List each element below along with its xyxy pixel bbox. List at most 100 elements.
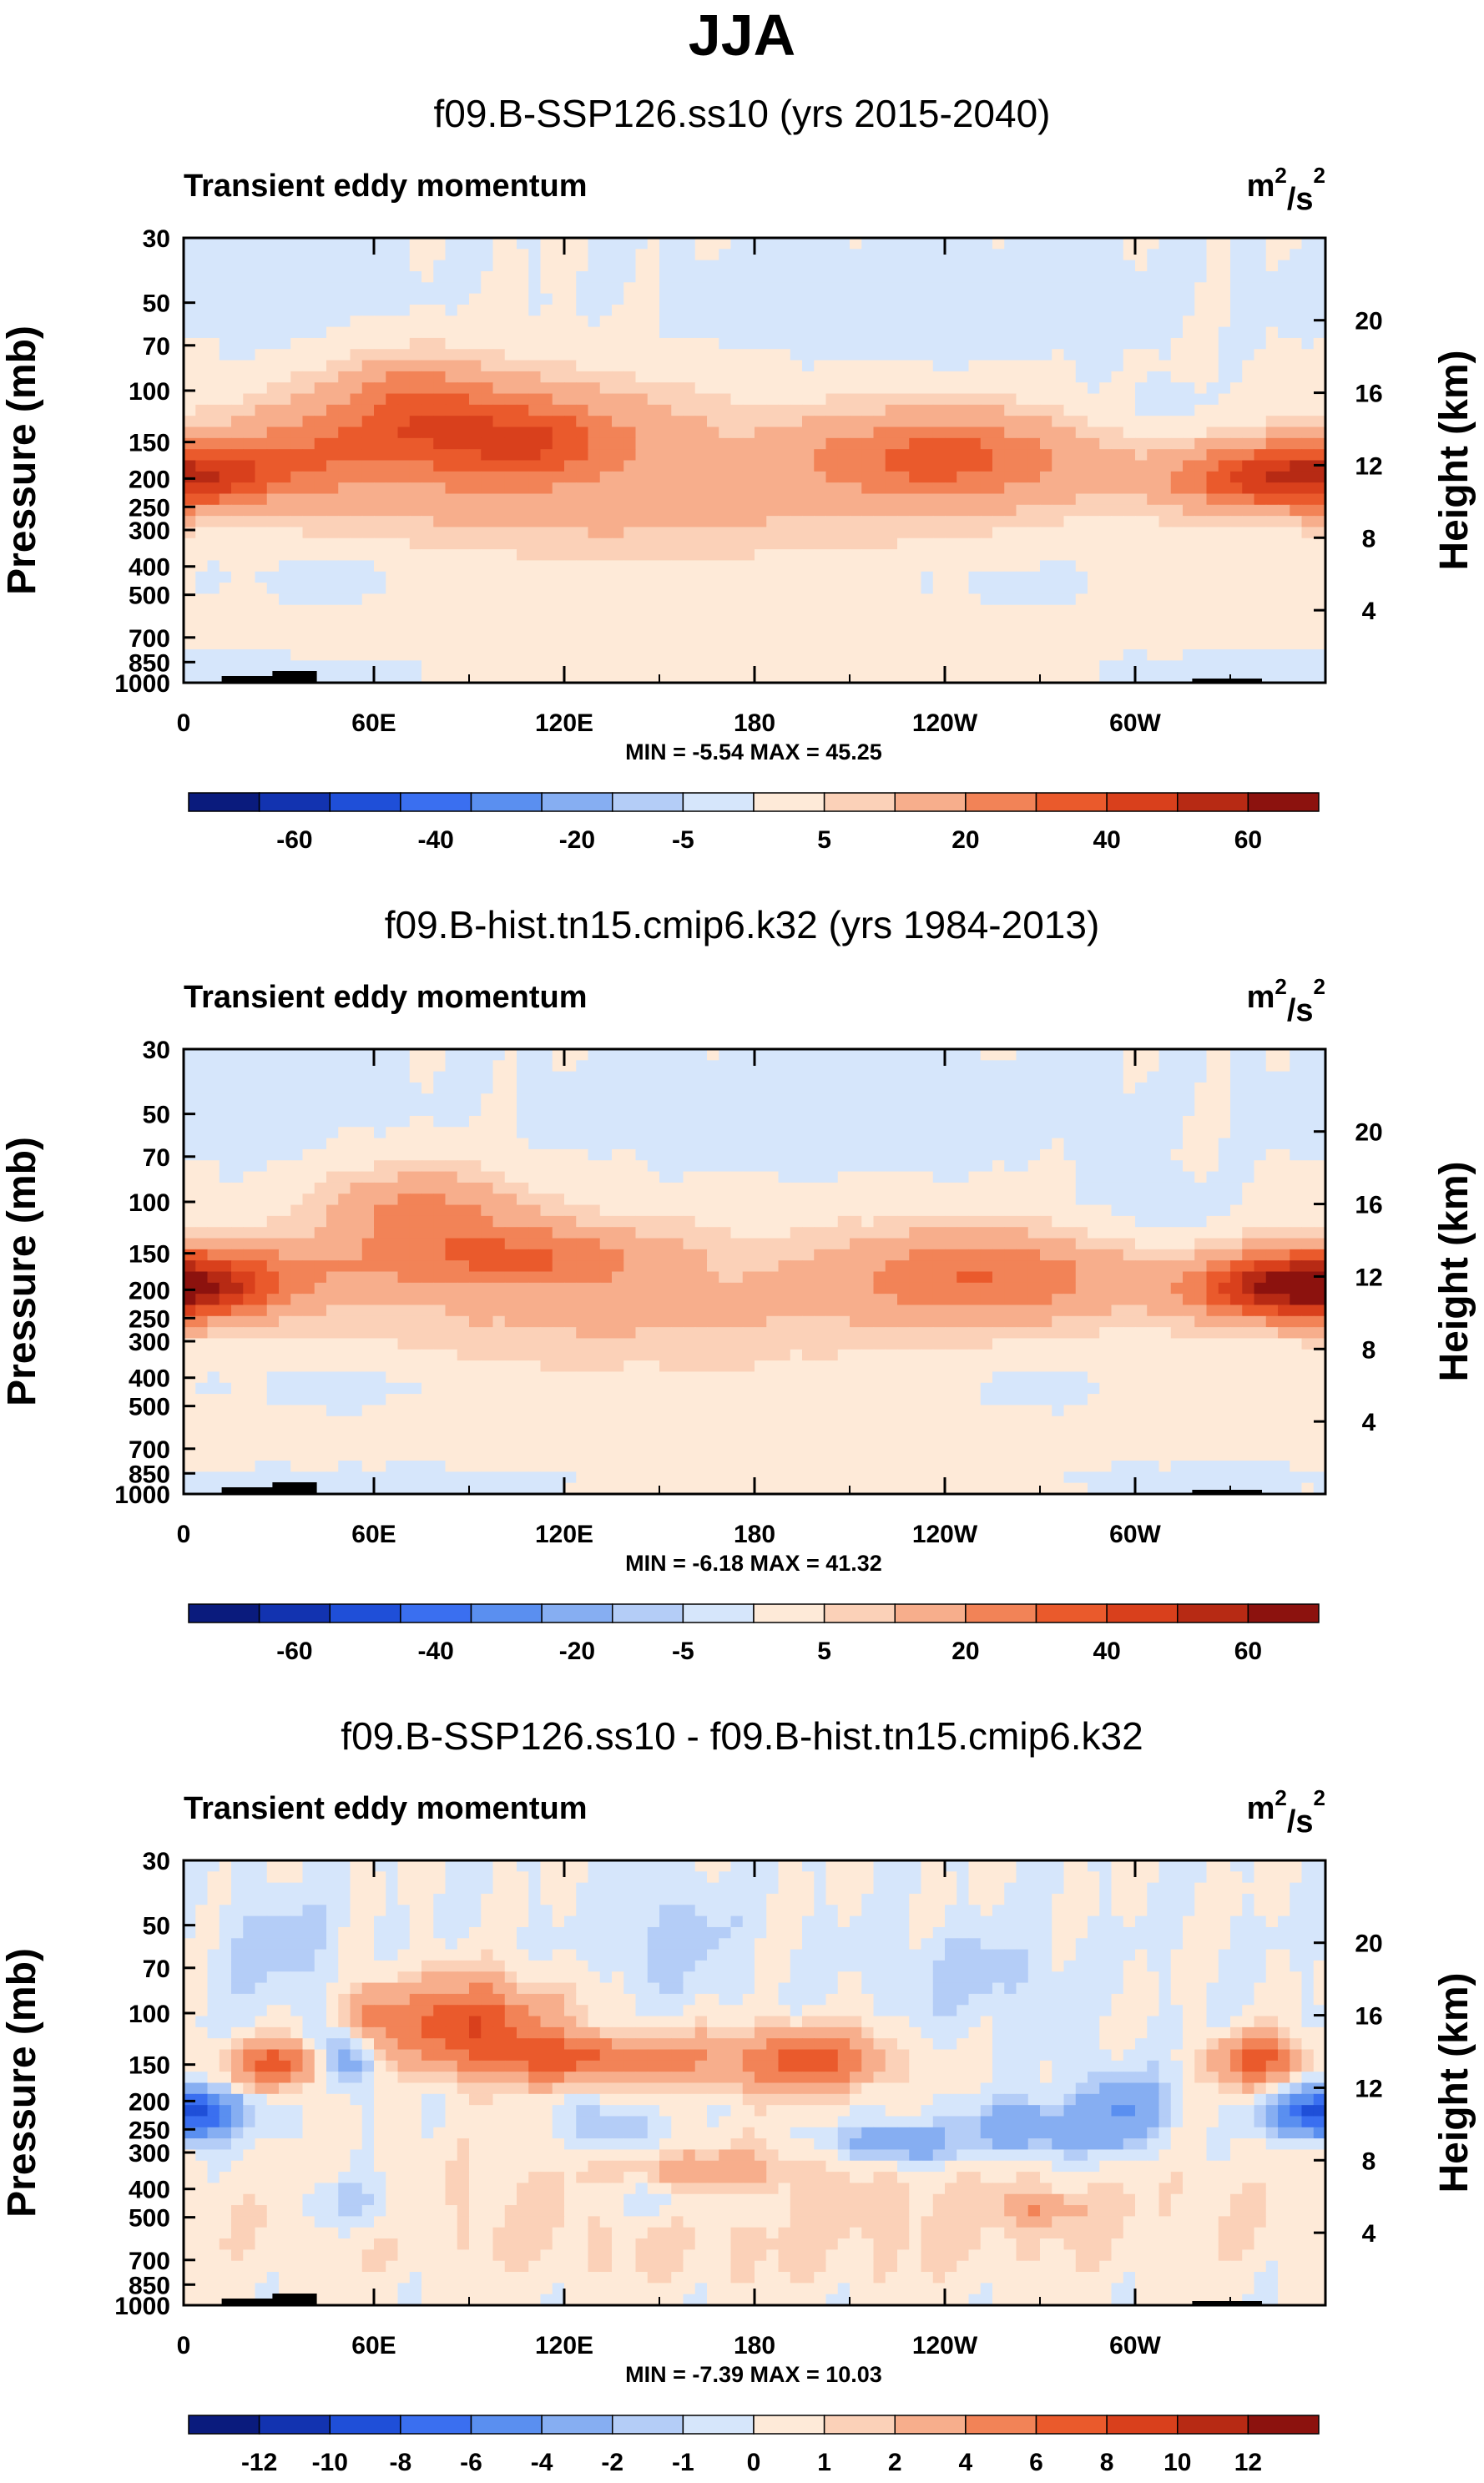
field-cell [1254, 1127, 1267, 1139]
field-cell [314, 416, 327, 428]
field-cell [207, 282, 220, 295]
field-cell [302, 616, 315, 628]
field-cell [635, 460, 649, 472]
field-cell [1027, 326, 1041, 339]
field-cell [1052, 416, 1065, 428]
field-cell [195, 1093, 209, 1106]
field-cell [1230, 616, 1243, 628]
field-cell [1313, 349, 1326, 361]
field-cell [1088, 1138, 1100, 1150]
field-cell [1218, 1060, 1231, 1072]
field-cell [1290, 516, 1303, 528]
field-cell [302, 1060, 315, 1072]
field-cell [350, 293, 363, 305]
field-cell [1265, 1071, 1279, 1083]
field-cell [338, 493, 351, 506]
field-cell [1147, 260, 1160, 272]
field-cell [219, 1160, 232, 1173]
field-cell [1218, 282, 1231, 295]
field-cell [576, 238, 589, 250]
field-cell [492, 537, 506, 550]
field-cell [825, 1148, 839, 1161]
field-cell [457, 449, 470, 462]
field-cell [1194, 382, 1208, 395]
field-cell [932, 1082, 946, 1094]
field-cell [671, 560, 684, 573]
field-cell [1194, 293, 1208, 305]
field-cell [647, 549, 660, 562]
field-cell [1290, 282, 1303, 295]
field-cell [1265, 627, 1279, 639]
field-cell [540, 537, 553, 550]
field-cell [255, 349, 268, 361]
field-cell [635, 1049, 649, 1061]
field-cell [445, 571, 458, 583]
field-cell [1301, 426, 1315, 439]
field-cell [397, 549, 411, 562]
field-cell [350, 571, 363, 583]
field-cell [1290, 471, 1303, 483]
field-cell [492, 604, 506, 617]
field-cell [1027, 1127, 1041, 1139]
field-cell [1063, 627, 1077, 639]
field-cell [231, 537, 244, 550]
field-cell [1158, 516, 1172, 528]
field-cell [481, 1138, 494, 1150]
field-cell [314, 671, 327, 684]
field-cell [481, 471, 494, 483]
field-cell [350, 493, 363, 506]
field-cell [469, 238, 482, 250]
field-cell [184, 627, 196, 639]
field-cell [671, 482, 684, 495]
field-cell [314, 537, 327, 550]
field-cell [825, 527, 839, 539]
field-cell [1027, 583, 1041, 594]
field-cell [219, 337, 232, 350]
field-cell [992, 504, 1005, 517]
field-cell [719, 349, 732, 361]
field-cell [909, 516, 922, 528]
field-cell [1147, 604, 1160, 617]
field-cell [897, 1049, 910, 1061]
field-cell [1290, 437, 1303, 450]
field-cell [612, 649, 624, 661]
field-cell [1099, 249, 1113, 261]
field-cell [350, 304, 363, 316]
field-cell [302, 482, 315, 495]
field-cell [361, 260, 375, 272]
field-cell [1027, 482, 1041, 495]
field-cell [469, 649, 482, 661]
field-cell [1290, 638, 1303, 650]
field-cell [231, 238, 244, 250]
field-cell [957, 449, 970, 462]
field-cell [1206, 638, 1219, 650]
field-cell [338, 549, 351, 562]
field-cell [457, 1138, 470, 1150]
field-cell [885, 471, 898, 483]
field-cell [386, 282, 399, 295]
field-cell [932, 437, 946, 450]
field-cell [1099, 270, 1113, 283]
field-cell [1183, 1160, 1195, 1173]
field-cell [945, 282, 957, 295]
field-cell [588, 1060, 601, 1072]
y2-axis-label: Height (km) [1432, 351, 1476, 571]
field-cell [576, 393, 589, 406]
field-cell [1301, 1060, 1315, 1072]
field-cell [1183, 571, 1195, 583]
field-cell [314, 382, 327, 395]
field-cell [302, 282, 315, 295]
field-cell [850, 660, 862, 673]
field-cell [1242, 437, 1255, 450]
field-cell [1278, 649, 1290, 661]
field-cell [492, 516, 506, 528]
field-cell [195, 437, 209, 450]
field-cell [184, 1071, 196, 1083]
field-cell [850, 560, 862, 573]
field-cell [386, 1093, 399, 1106]
field-cell [184, 282, 196, 295]
field-cell [1075, 537, 1088, 550]
field-cell [885, 371, 898, 383]
field-cell [338, 627, 351, 639]
field-cell [1254, 1138, 1267, 1150]
